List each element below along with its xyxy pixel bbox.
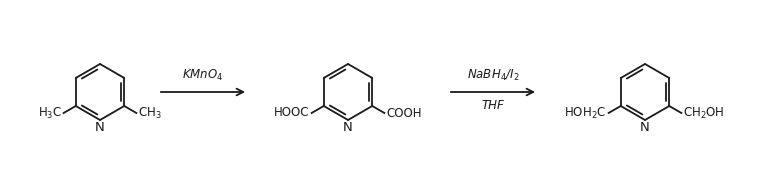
Text: KMnO$_4$: KMnO$_4$	[182, 68, 224, 83]
Text: NaBH$_4$/I$_2$: NaBH$_4$/I$_2$	[467, 68, 519, 83]
Text: N: N	[95, 121, 105, 134]
Text: N: N	[640, 121, 650, 134]
Text: HOOC: HOOC	[274, 107, 309, 120]
Text: HOH$_2$C: HOH$_2$C	[565, 105, 607, 121]
Text: N: N	[343, 121, 353, 134]
Text: THF: THF	[482, 99, 504, 112]
Text: COOH: COOH	[386, 107, 422, 120]
Text: CH$_3$: CH$_3$	[139, 105, 162, 121]
Text: CH$_2$OH: CH$_2$OH	[684, 105, 725, 121]
Text: H$_3$C: H$_3$C	[38, 105, 62, 121]
